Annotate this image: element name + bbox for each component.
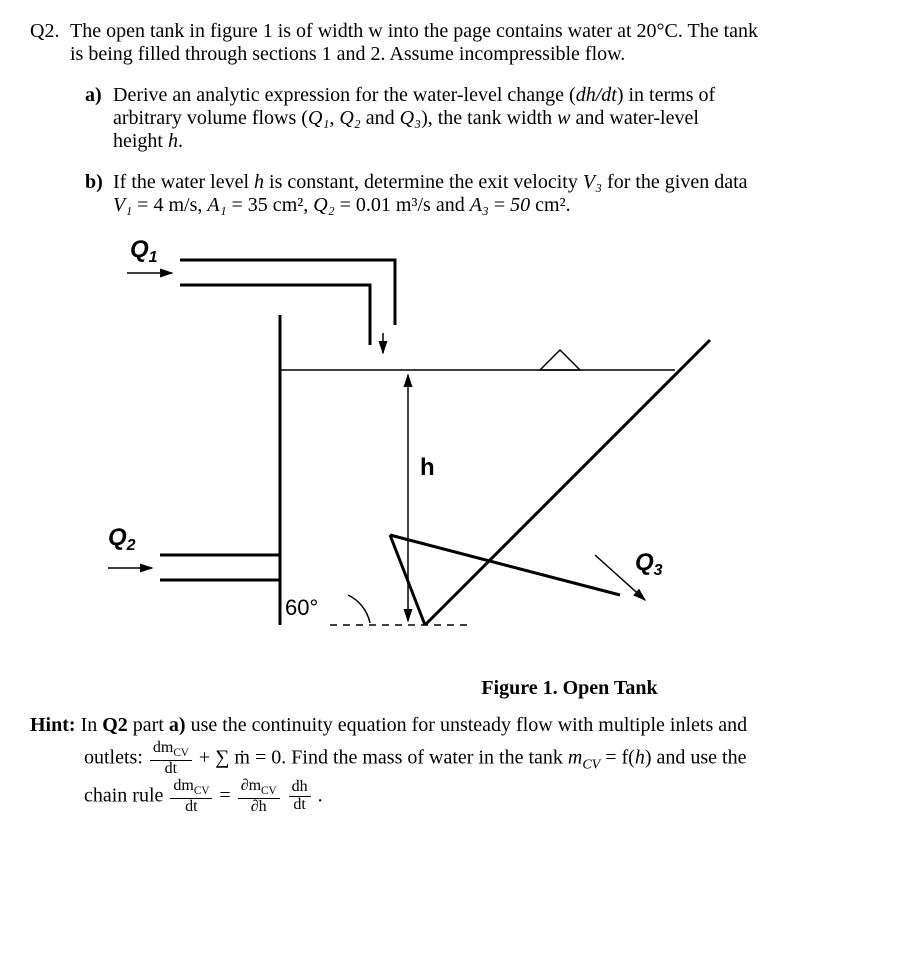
q1-label: Q1 [130,236,158,266]
figure-caption: Figure 1. Open Tank [260,677,879,700]
q3-label: Q3 [635,549,663,579]
b-q2: Q₂ [313,194,334,216]
part-b-label: b) [85,171,113,194]
hint-a: a) [169,714,186,736]
part-a: a) Derive an analytic expression for the… [85,84,879,153]
b-h: h [254,171,264,193]
question-number: Q2. [30,20,70,43]
a-q3: Q₃ [400,107,421,129]
a-dh-dt: dh/dt [576,84,617,106]
b-v3: V₃ [583,171,602,193]
intro-line2: is being filled through sections 1 and 2… [70,43,625,65]
a-q1: Q₁ [308,107,329,129]
a-q2: Q₂ [339,107,360,129]
frac-dmcv-dt-2: dmCVdt [170,778,212,816]
question-header: Q2. The open tank in figure 1 is of widt… [30,20,879,66]
hint-line2: outlets: dmCVdt + ∑ ṁ = 0. Find the mass… [84,740,879,778]
hint-block: Hint: In Q2 part a) use the continuity e… [30,710,879,815]
frac-dmcv-dt: dmCVdt [150,740,192,778]
part-b: b) If the water level h is constant, det… [85,171,879,217]
b-v1: V₁ [113,194,132,216]
angle-label: 60° [285,595,318,620]
part-a-text: Derive an analytic expression for the wa… [113,84,879,153]
frac-dmcv-dh: ∂mCV∂h [238,778,280,816]
frac-dh-dt: dhdt [289,779,311,814]
h-label: h [420,454,435,481]
a-line1-cont: ) in terms of [617,84,715,106]
b-a1: A₁ [207,194,226,216]
hint-prefix: Hint: [30,714,76,736]
a-w: w [557,107,570,129]
part-b-text: If the water level h is constant, determ… [113,171,879,217]
hint-line3: chain rule dmCVdt = ∂mCV∂h dhdt . [84,778,879,816]
q2-label: Q2 [108,524,136,554]
hint-q2: Q2 [102,714,128,736]
b-a3: A₃ [470,194,489,216]
a-line1: Derive an analytic expression for the wa… [113,84,576,106]
a-line2: arbitrary volume flows ( [113,107,308,129]
part-a-label: a) [85,84,113,107]
tank-diagram: Q1 [100,235,820,665]
figure-block: Q1 [100,235,879,700]
a-h: h [168,130,178,152]
question-intro: The open tank in figure 1 is of width w … [70,20,879,66]
intro-line1: The open tank in figure 1 is of width w … [70,20,758,42]
